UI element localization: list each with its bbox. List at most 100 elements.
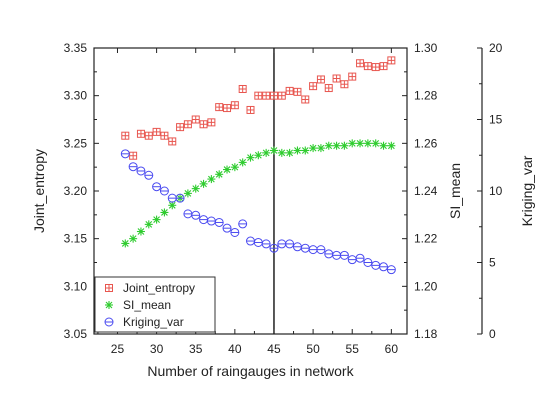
marker-d2 <box>223 166 231 173</box>
data-point <box>159 186 169 196</box>
data-point <box>144 170 154 180</box>
data-point <box>293 87 302 96</box>
data-point <box>261 239 271 249</box>
data-point <box>222 223 232 233</box>
data-point <box>176 123 185 132</box>
data-point <box>309 144 318 153</box>
marker-d2 <box>270 147 278 154</box>
data-point <box>301 95 310 104</box>
data-point <box>324 84 333 93</box>
data-point <box>136 227 145 236</box>
data-point <box>136 129 145 138</box>
marker-d2 <box>333 142 340 150</box>
marker-d2 <box>200 180 207 188</box>
data-point <box>183 120 192 129</box>
data-point <box>167 193 177 203</box>
data-point <box>363 62 372 71</box>
data-point <box>269 91 278 100</box>
data-point <box>223 165 232 174</box>
data-point <box>223 104 232 113</box>
marker-d2 <box>192 185 200 193</box>
data-point <box>324 141 333 150</box>
data-point <box>183 189 192 198</box>
data-point <box>199 179 208 188</box>
data-point <box>246 105 255 114</box>
data-point <box>238 84 247 93</box>
y-right1-tick-label: 1.22 <box>414 232 438 246</box>
legend-label: Joint_entropy <box>123 281 195 295</box>
y-left-axis-label: Joint_entropy <box>31 149 47 233</box>
data-point <box>316 75 325 84</box>
y-right1-axis-label: SI_mean <box>447 163 463 219</box>
data-point <box>277 239 287 249</box>
y-left-tick-label: 3.25 <box>64 136 88 150</box>
data-point <box>332 74 341 83</box>
data-point <box>340 80 349 89</box>
data-point <box>371 260 381 270</box>
data-point <box>262 91 271 100</box>
y-right1-tick-label: 1.26 <box>414 136 438 150</box>
y-right1-tick-label: 1.20 <box>414 279 438 293</box>
data-point <box>254 91 263 100</box>
x-tick-label: 35 <box>189 342 203 356</box>
marker-d2 <box>341 142 348 150</box>
data-point <box>379 141 388 150</box>
marker-d2 <box>129 235 137 243</box>
data-point <box>262 148 271 157</box>
data-point <box>339 250 349 260</box>
data-point <box>120 149 130 159</box>
series-joint-entropy <box>121 56 396 160</box>
data-point <box>168 137 177 146</box>
data-point <box>348 72 357 81</box>
marker-d2 <box>121 240 129 247</box>
series-si-mean <box>121 139 396 248</box>
marker-d2 <box>215 170 223 178</box>
data-point <box>285 148 294 157</box>
data-point <box>253 237 263 247</box>
data-point <box>199 120 208 129</box>
data-point <box>238 158 247 167</box>
y-right2-tick-label: 0 <box>489 327 496 341</box>
data-point <box>144 220 153 229</box>
data-point <box>293 146 302 155</box>
data-point <box>230 101 239 110</box>
data-point <box>308 245 318 255</box>
data-point <box>152 215 161 224</box>
data-point <box>356 139 365 148</box>
legend-label: Kriging_var <box>123 315 184 329</box>
data-point <box>386 265 396 275</box>
data-point <box>121 131 130 140</box>
data-point <box>121 239 130 248</box>
marker-d2 <box>254 151 262 159</box>
x-tick-label: 55 <box>346 342 360 356</box>
data-point <box>355 253 365 263</box>
legend-marker <box>104 317 114 327</box>
data-point <box>285 86 294 95</box>
y-left-tick-label: 3.35 <box>64 41 88 55</box>
y-right2-axis-label: Kriging_var <box>519 155 535 226</box>
x-tick-label: 40 <box>228 342 242 356</box>
marker-d2 <box>348 139 356 147</box>
marker-d2 <box>278 149 286 157</box>
data-point <box>301 146 310 155</box>
y-left-tick-label: 3.30 <box>64 89 88 103</box>
data-point <box>371 63 380 72</box>
data-point <box>160 131 169 140</box>
marker-d2 <box>294 147 301 154</box>
y-right2-tick-label: 20 <box>489 41 503 55</box>
legend-marker <box>105 301 113 309</box>
data-point <box>191 115 200 124</box>
y-right2-tick-label: 15 <box>489 113 503 127</box>
data-point <box>128 162 138 172</box>
y-right1-tick-label: 1.24 <box>414 184 438 198</box>
data-point <box>238 219 248 229</box>
x-tick-label: 25 <box>111 342 125 356</box>
x-tick-label: 30 <box>150 342 164 356</box>
data-point <box>199 215 209 225</box>
data-point <box>387 141 396 150</box>
legend-marker <box>105 284 113 292</box>
data-point <box>246 153 255 162</box>
data-point <box>285 239 295 249</box>
data-point <box>191 184 200 193</box>
